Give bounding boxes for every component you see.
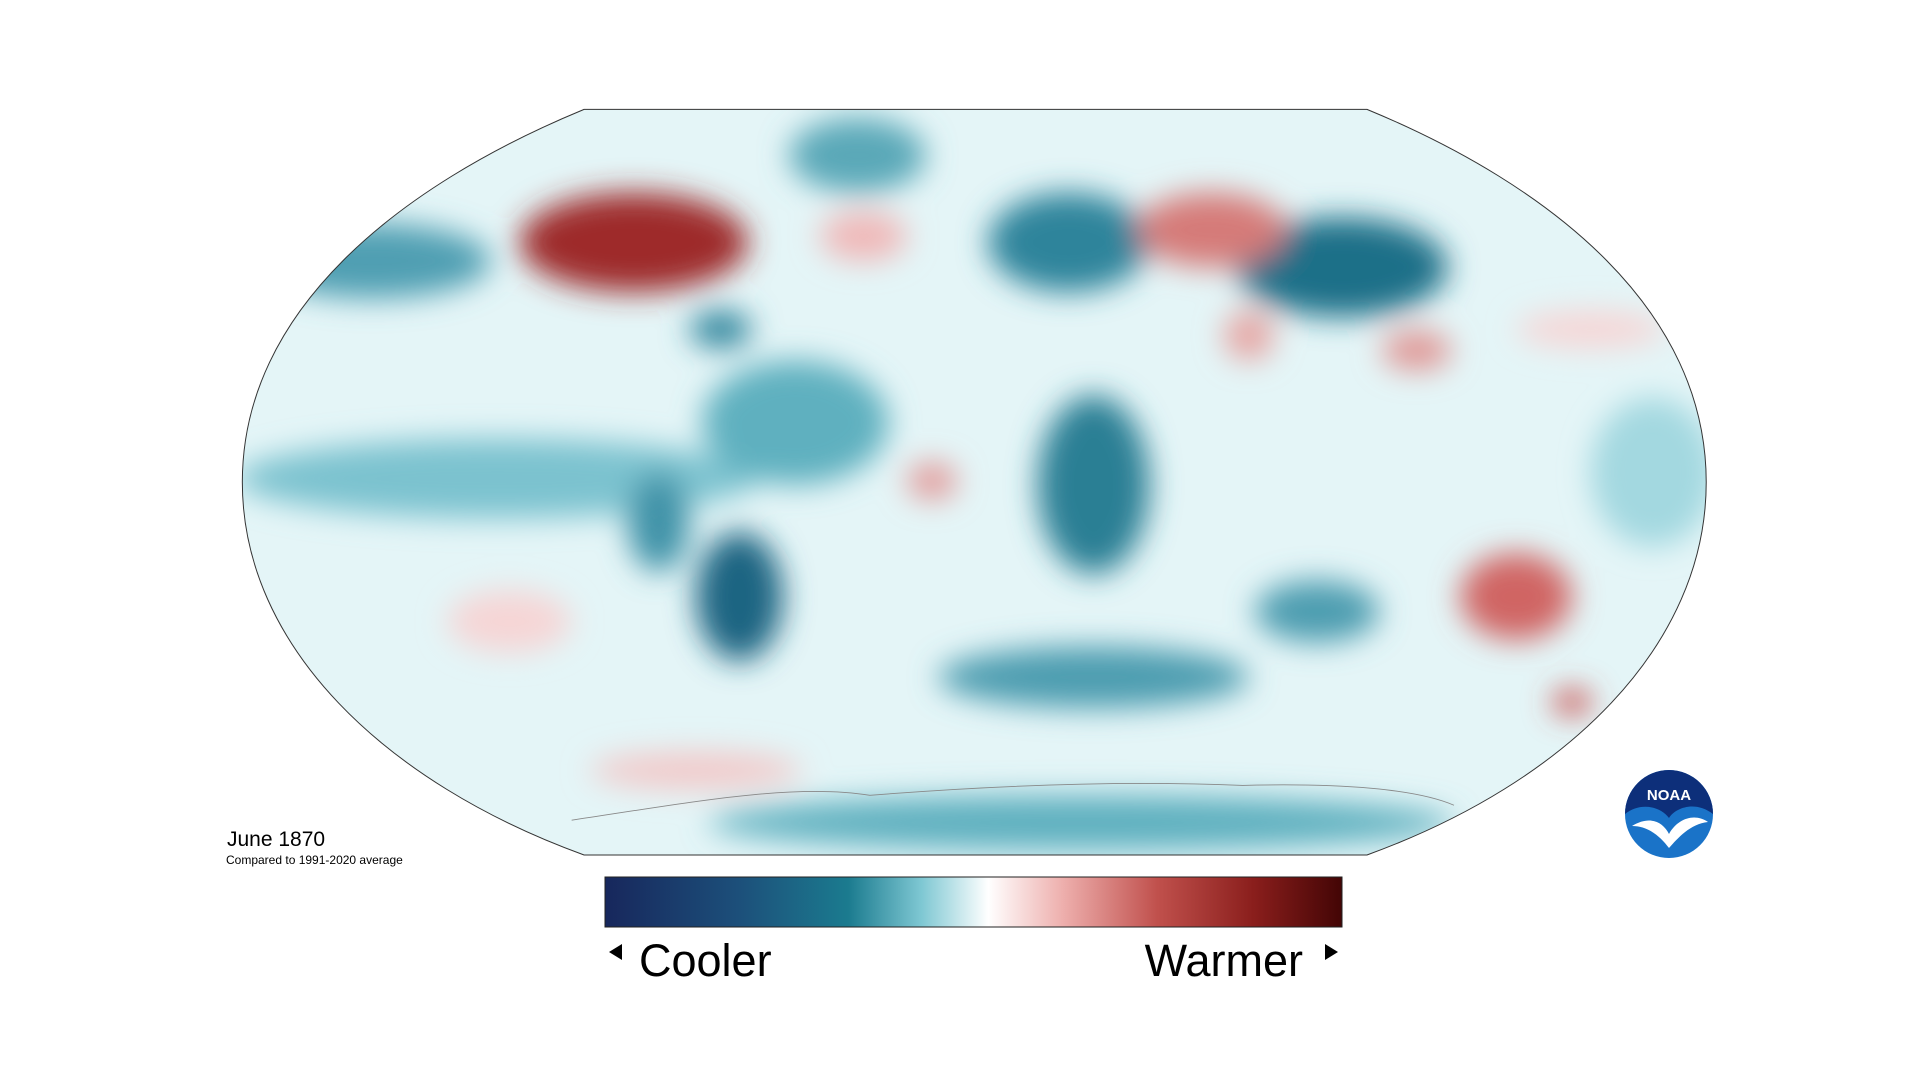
logo-top <box>1625 770 1713 818</box>
logo-text: NOAA <box>1647 787 1691 804</box>
north-pacific <box>254 223 491 299</box>
anomaly-field <box>242 109 1707 855</box>
south-america-cool <box>695 531 783 662</box>
gulf-of-guinea-warm <box>907 462 957 500</box>
color-bar <box>604 876 1343 928</box>
antarctica-outline <box>571 783 1455 821</box>
china-warm <box>1381 330 1452 371</box>
west-pacific <box>1590 397 1707 547</box>
australia-warm <box>1460 553 1573 640</box>
siberia-warm <box>1137 192 1287 268</box>
atlantic-cool <box>702 360 889 485</box>
southern-ocean-cool <box>938 646 1249 709</box>
map-frame <box>241 108 1707 856</box>
cooler-label: Cooler <box>639 935 772 986</box>
gulf-cool <box>689 310 752 348</box>
southern-warm <box>590 751 802 790</box>
cooler-arrow <box>609 944 622 960</box>
andes-cool <box>627 472 690 572</box>
atlantic-warm <box>820 211 908 261</box>
greenland <box>789 118 926 193</box>
africa-cool <box>1037 395 1150 575</box>
north-america-warm <box>519 192 749 293</box>
north-pacific-warm <box>1516 310 1666 348</box>
noaa-logo: NOAA <box>1625 770 1713 858</box>
map-subtitle: Compared to 1991-2020 average <box>226 853 403 867</box>
central-asia-warm <box>1224 310 1274 361</box>
map <box>241 108 1707 856</box>
map-title: June 1870 <box>227 828 325 851</box>
antarctic-cool <box>708 795 1454 851</box>
south-pacific-warm <box>447 590 572 653</box>
asia-cool <box>1236 217 1448 317</box>
warmer-label: Warmer <box>1145 935 1303 986</box>
warmer-arrow <box>1325 944 1338 960</box>
pacific-band <box>242 438 759 519</box>
logo-bird <box>1632 817 1708 848</box>
europe-cool <box>987 192 1150 293</box>
indian-ocean-cool <box>1255 580 1380 643</box>
new-zealand-warm <box>1552 689 1592 715</box>
